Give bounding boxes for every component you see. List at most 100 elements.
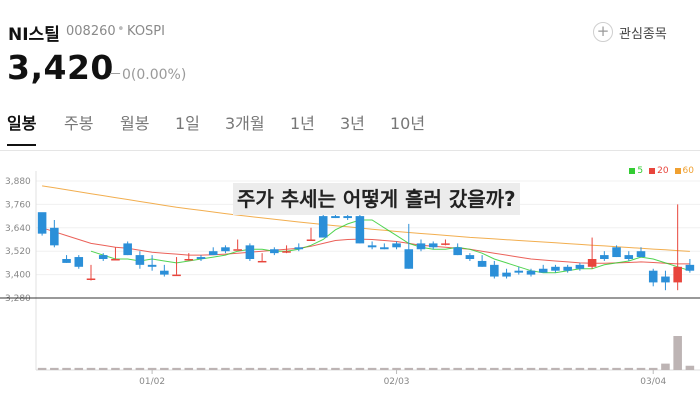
tab-1year[interactable]: 1년 [290,114,315,133]
period-tabs: 일봉 주봉 월봉 1일 3개월 1년 3년 10년 [0,110,700,150]
candle-body [490,264,499,277]
volume-bar [477,367,487,370]
tab-weekly[interactable]: 주봉 [64,114,94,133]
legend-label-ma5: 5 [637,166,644,176]
candle-body [636,251,646,258]
volume-bar [502,367,511,370]
volume-bar [245,367,255,370]
volume-bar [636,367,646,370]
candle-body [538,268,548,273]
candle-body [612,247,621,258]
volume-bar [208,367,218,370]
volume-bar [685,365,695,370]
current-price: 3,420 [7,48,114,87]
volume-bar [673,336,682,370]
candle-body [526,270,536,275]
volume-bar [306,367,316,370]
candle-body [172,274,181,277]
tab-monthly[interactable]: 월봉 [120,114,150,133]
volume-bar [367,367,377,370]
candle-body [453,247,462,256]
volume-bar [196,367,206,370]
candle-body [160,270,169,275]
candle-body [685,264,695,271]
volume-bar [98,367,108,370]
y-tick-label: 3,520 [5,247,31,257]
stock-market: KOSPI [127,24,165,39]
candlestick-chart: 3,880 3,760 3,640 3,520 3,400 3,280 01/02 02/03… [0,171,700,387]
candle-body [50,227,59,246]
tab-daily[interactable]: 일봉 [7,110,37,146]
volume-bar [587,367,597,370]
legend-label-ma20: 20 [657,166,669,176]
volume-bar [563,367,572,370]
volume-bar [233,367,242,370]
candle-body [575,264,585,269]
legend-label-ma60: 60 [682,166,694,176]
stock-code: 008260 [66,24,116,39]
volume-bar [50,367,59,370]
volume-bar [575,367,585,370]
ma60-line [42,185,690,252]
volume-bar [514,367,524,370]
price-chart[interactable]: 3,880 3,760 3,640 3,520 3,400 3,280 01/02 02/03… [0,150,700,400]
candle-body [587,259,597,267]
volume-bar [331,367,340,370]
volume-bar [392,367,401,370]
volume-bar [294,367,304,370]
candle-body [135,255,145,265]
candle-body [196,257,206,259]
tab-10years[interactable]: 10년 [390,114,426,133]
candle-body [74,257,84,267]
volume-bar [282,367,291,370]
tab-3years[interactable]: 3년 [340,114,365,133]
candle-body [392,243,401,248]
candle-body [502,272,511,277]
candle-body [428,243,438,248]
stock-name: NI스틸 [8,25,60,45]
volume-bar [270,367,279,370]
separator-dot: • [117,22,125,37]
volume-bar [661,363,670,370]
volume-bar [441,367,450,370]
y-tick-label: 3,760 [5,200,31,210]
volume-bar [526,367,536,370]
candle-body [37,212,47,234]
candle-body [86,278,96,280]
volume-bar [551,367,560,370]
tab-1day[interactable]: 1일 [175,114,200,133]
candle-body [563,266,572,271]
tab-3months[interactable]: 3개월 [225,114,265,133]
candle-body [514,270,524,273]
volume-bar [416,367,426,370]
candle-body [257,260,267,263]
candle-body [221,247,230,252]
candle-body [673,266,682,283]
candle-body [282,251,291,253]
volume-bar [257,367,267,370]
volume-bar [160,367,169,370]
candle-body [404,249,414,269]
y-tick-label: 3,400 [5,271,31,281]
candle-body [477,260,487,267]
candle-body [600,255,609,259]
candle-body [465,255,475,259]
candle-body [270,249,279,254]
volume-bar [37,367,47,370]
candle-body [245,245,255,259]
volume-bar [147,367,157,370]
volume-bar [184,367,194,370]
volume-bar [490,367,499,370]
candle-body [184,259,194,261]
x-tick-label: 02/03 [384,377,410,387]
candle-body [343,216,352,219]
volume-bar [135,367,145,370]
add-watchlist-button[interactable]: + 관심종목 [593,20,667,44]
candle-body [441,243,450,245]
volume-bar [380,367,389,370]
volume-bar [86,367,96,370]
candle-body [661,276,670,283]
candle-body [123,243,132,256]
volume-bar [172,367,181,370]
volume-bar [74,367,84,370]
